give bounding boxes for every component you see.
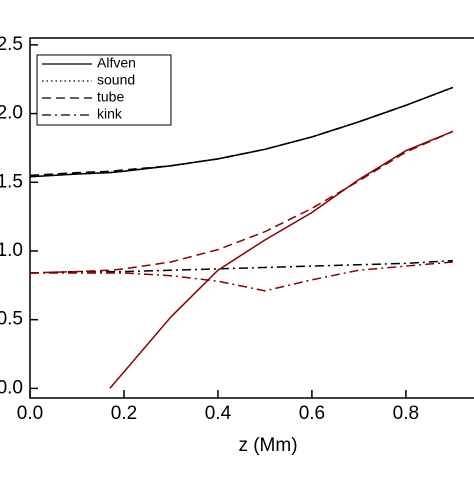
x-tick-label: 0.4 (205, 403, 232, 424)
series-line (29, 259, 453, 274)
legend-label: kink (97, 106, 123, 122)
y-tick-label: 1.0 (0, 240, 23, 261)
y-tick-label: 1.5 (0, 171, 23, 192)
legend-label: Alfven (97, 55, 136, 71)
x-tick-label: 0.8 (393, 403, 419, 424)
series-line (30, 261, 453, 292)
x-axis-label: z (Mm) (238, 435, 297, 456)
axis-frame (29, 37, 474, 399)
x-tick-label: 0.0 (17, 403, 43, 424)
x-tick-label: 0.6 (299, 403, 325, 424)
legend-box (36, 54, 172, 126)
legend-label: sound (97, 72, 135, 88)
y-tick-label: 0.5 (0, 309, 23, 330)
x-tick-label: 0.2 (111, 403, 137, 424)
y-tick-label: 0.0 (0, 377, 23, 398)
series-line (29, 130, 454, 274)
y-tick-label: 2.5 (0, 34, 23, 55)
y-tick-label: 2.0 (0, 103, 23, 124)
series-line (29, 86, 454, 177)
series-line (109, 130, 454, 389)
legend-label: tube (97, 89, 124, 105)
